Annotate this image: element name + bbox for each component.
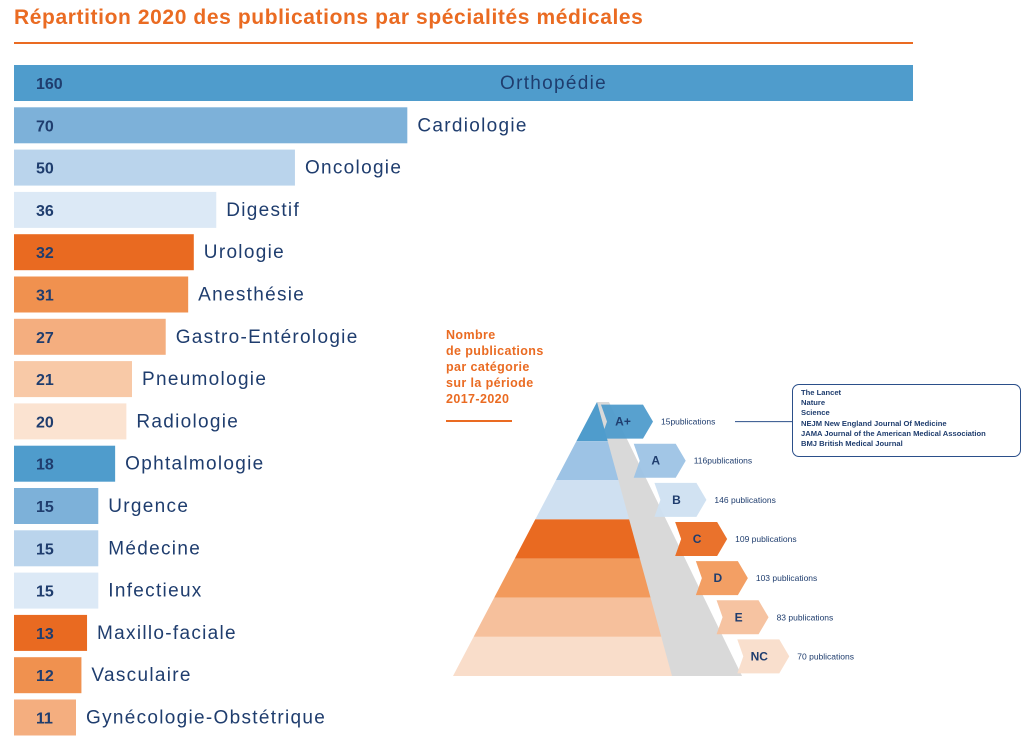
bar-category-label: Cardiologie [417, 115, 527, 136]
bar [14, 614, 88, 651]
category-tag [601, 404, 653, 439]
bar-value-label: 21 [36, 372, 54, 389]
bar [14, 149, 295, 186]
publication-count-label: 70 publications [797, 651, 854, 661]
bar-category-label: Orthopédie [500, 73, 607, 94]
category-tag [633, 443, 686, 478]
bar-category-label: Pneumologie [142, 369, 267, 390]
category-tag [737, 639, 790, 674]
bar [14, 699, 76, 736]
publication-count-label: 103 publications [756, 573, 817, 583]
bar [14, 657, 82, 694]
bar-category-label: Radiologie [136, 411, 239, 432]
bar-category-label: Urologie [204, 242, 285, 263]
category-label: A [651, 454, 660, 468]
pyramid-caption: Nombre de publications par catégorie sur… [446, 327, 576, 407]
pyramid-caption-line: Nombre [446, 328, 496, 342]
publication-count-label: 116publications [694, 456, 752, 466]
bar-value-label: 36 [36, 203, 54, 220]
bar-category-label: Urgence [108, 496, 189, 517]
bar [14, 276, 189, 313]
category-tag [695, 561, 748, 596]
bar-value-label: 11 [36, 711, 53, 728]
publication-count-label: 109 publications [735, 534, 796, 544]
journal-item: The Lancet [801, 388, 842, 397]
bar-value-label: 70 [36, 118, 54, 135]
category-label: E [735, 610, 743, 624]
bar-category-label: Gynécologie-Obstétrique [86, 708, 326, 729]
category-tag [716, 600, 769, 635]
bar-category-label: Ophtalmologie [125, 454, 264, 475]
title-underline [14, 42, 913, 44]
pyramid-caption-line: par catégorie [446, 360, 530, 374]
pyramid-caption-line: 2017-2020 [446, 392, 510, 406]
pyramid-caption-line: de publications [446, 344, 544, 358]
journal-item: NEJM New England Journal Of Medicine [801, 418, 947, 428]
bar-value-label: 20 [36, 414, 54, 431]
bar [14, 403, 127, 440]
chart-title: Répartition 2020 des publications par sp… [14, 6, 644, 29]
bar-value-label: 160 [36, 76, 63, 93]
bar-value-label: 50 [36, 161, 54, 178]
bar-category-label: Digestif [226, 200, 300, 221]
bar-category-label: Anesthésie [198, 285, 305, 306]
bar [14, 234, 194, 271]
bar-value-label: 15 [36, 499, 54, 516]
bar-category-label: Maxillo-faciale [97, 623, 237, 644]
category-tag [675, 522, 728, 556]
bar [14, 191, 217, 228]
category-label: NC [751, 649, 769, 663]
bar-category-label: Vasculaire [91, 665, 191, 686]
bar-category-label: Gastro-Entérologie [176, 327, 359, 348]
publication-count-label: 83 publications [777, 612, 834, 622]
bar [14, 572, 99, 609]
bar-value-label: 18 [36, 457, 54, 474]
bar [14, 65, 913, 101]
publication-count-label: 146 publications [714, 495, 775, 505]
bar [14, 445, 116, 482]
bar-value-label: 27 [36, 330, 54, 347]
journal-list-box: The Lancet Nature Science NEJM New Engla… [792, 384, 1021, 457]
bar-category-label: Oncologie [305, 158, 402, 179]
bar [14, 318, 166, 355]
bar-value-label: 15 [36, 541, 54, 558]
bar [14, 361, 132, 398]
bar-value-label: 32 [36, 245, 54, 262]
bar-value-label: 15 [36, 584, 54, 601]
bar [14, 107, 408, 144]
bar-category-label: Infectieux [108, 581, 202, 602]
bar [14, 488, 99, 524]
category-label: C [693, 532, 702, 546]
journal-item: Nature [801, 398, 826, 408]
journal-item: JAMA Journal of the American Medical Ass… [801, 428, 986, 438]
pyramid-caption-line: sur la période [446, 376, 534, 390]
category-label: D [714, 571, 723, 585]
bar-value-label: 13 [36, 626, 54, 643]
pyramid-side-facet [597, 402, 742, 676]
category-label: A+ [615, 415, 631, 429]
bar-value-label: 31 [36, 288, 54, 305]
category-label: B [672, 493, 681, 507]
publication-count-label: 15publications [661, 417, 715, 427]
journal-item: Science [801, 408, 830, 418]
caption-underline [446, 420, 512, 422]
bar-category-label: Médecine [108, 538, 201, 559]
bar [14, 530, 99, 567]
category-tag [654, 482, 707, 517]
journal-item: BMJ British Medical Journal [801, 439, 903, 449]
bar-value-label: 12 [36, 668, 54, 685]
